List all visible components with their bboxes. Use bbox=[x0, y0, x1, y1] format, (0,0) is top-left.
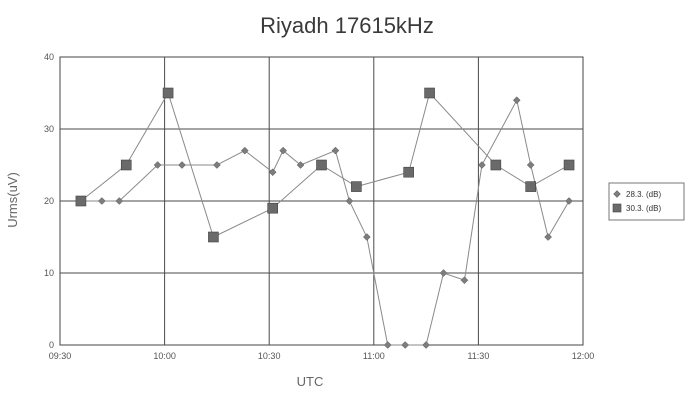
legend: 28.3. (dB) 30.3. (dB) bbox=[609, 183, 684, 220]
y-tick-label: 0 bbox=[49, 340, 54, 350]
x-tick-label: 09:30 bbox=[49, 351, 72, 361]
legend-box bbox=[609, 183, 684, 220]
legend-marker-2 bbox=[613, 204, 621, 212]
series-2-point bbox=[268, 203, 278, 213]
y-tick-label: 10 bbox=[44, 268, 54, 278]
series-2-point bbox=[121, 160, 131, 170]
x-tick-label: 10:30 bbox=[258, 351, 281, 361]
y-tick-label: 20 bbox=[44, 196, 54, 206]
chart-title: Riyadh 17615kHz bbox=[260, 13, 434, 38]
legend-label: 28.3. (dB) bbox=[626, 190, 661, 199]
y-tick-label: 40 bbox=[44, 52, 54, 62]
series-2-point bbox=[76, 196, 86, 206]
legend-label: 30.3. (dB) bbox=[626, 204, 661, 213]
x-tick-label: 11:00 bbox=[363, 351, 385, 361]
series-2-point bbox=[351, 182, 361, 192]
y-axis-title: Urms(uV) bbox=[5, 172, 20, 228]
series-2-point bbox=[163, 88, 173, 98]
plot-area: 0 10 20 30 40 09:30 10:00 10:30 11:00 11:30 12:00 bbox=[44, 52, 594, 361]
series-2-point bbox=[404, 167, 414, 177]
series-2-point bbox=[425, 88, 435, 98]
y-tick-label: 30 bbox=[44, 124, 54, 134]
x-tick-label: 11:30 bbox=[467, 351, 489, 361]
series-2-point bbox=[526, 182, 536, 192]
series-2-point bbox=[208, 232, 218, 242]
series-2-point bbox=[491, 160, 501, 170]
x-axis-title: UTC bbox=[297, 374, 324, 389]
series-2-point bbox=[564, 160, 574, 170]
series-2-point bbox=[317, 160, 327, 170]
x-tick-label: 10:00 bbox=[153, 351, 176, 361]
x-tick-label: 12:00 bbox=[572, 351, 595, 361]
